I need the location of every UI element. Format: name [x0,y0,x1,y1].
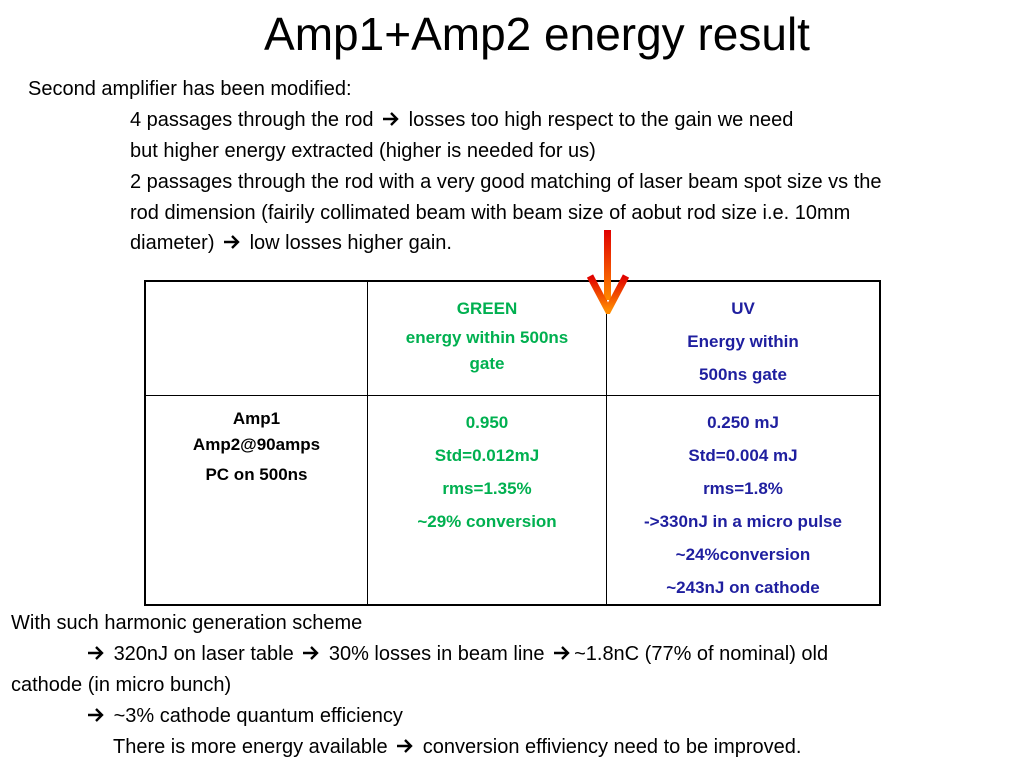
outro-line-5: There is more energy available conversio… [113,732,801,763]
intro-line-2: 4 passages through the rod losses too hi… [130,105,793,136]
outro-line-2-b: 30% losses in beam line [328,643,545,665]
outro-line-1: With such harmonic generation scheme [11,612,363,634]
row-label-cell: Amp1 Amp2@90amps PC on 500ns [144,395,368,606]
outro-line-4-text: ~3% cathode quantum efficiency [113,705,403,727]
outro-line-2-c: ~1.8nC (77% of nominal) old [574,643,829,665]
green-value-cell: 0.950 Std=0.012mJ rms=1.35% ~29% convers… [367,395,607,606]
uv-header-cell: UV Energy within 500ns gate [606,280,881,396]
uv-header-line: 500ns gate [699,365,787,384]
row-label-line: Amp1 [232,409,281,428]
table-header-row: GREEN energy within 500ns gate UV Energy… [144,280,881,396]
right-arrow-icon [88,646,104,660]
intro-line-6-b: low losses higher gain. [249,232,452,254]
intro-line-6-a: diameter) [130,232,215,254]
row-label-line: Amp2@90amps [192,435,321,454]
green-header-cell: GREEN energy within 500ns gate [367,280,607,396]
results-table: GREEN energy within 500ns gate UV Energy… [144,280,881,606]
intro-line-6: diameter) low losses higher gain. [130,228,452,259]
right-arrow-icon [88,708,104,722]
green-value-line: 0.950 [465,413,509,432]
green-header-line: energy within 500ns [405,328,569,347]
right-arrow-icon [303,646,319,660]
right-arrow-icon [383,112,399,126]
uv-value-cell: 0.250 mJ Std=0.004 mJ rms=1.8% ->330nJ i… [606,395,881,606]
uv-value-line: 0.250 mJ [707,413,779,432]
green-value-line: rms=1.35% [442,479,532,498]
intro-line-2-a: 4 passages through the rod [130,109,374,131]
intro-line-4: 2 passages through the rod with a very g… [130,171,882,193]
green-header-line: gate [469,354,505,373]
uv-header-line: Energy within [687,332,799,351]
outro-line-3: cathode (in micro bunch) [11,674,232,696]
intro-line-1: Second amplifier has been modified: [28,78,352,100]
uv-value-line: Std=0.004 mJ [688,446,798,465]
right-arrow-icon [224,235,240,249]
uv-value-line: ~243nJ on cathode [666,578,820,597]
intro-line-3: but higher energy extracted (higher is n… [130,140,596,162]
outro-line-5-b: conversion effiviency need to be improve… [422,736,802,758]
row-label-line: PC on 500ns [205,465,308,484]
right-arrow-icon [397,739,413,753]
right-arrow-icon [554,646,570,660]
uv-header-title: UV [731,299,755,318]
table-corner-cell [144,280,368,396]
down-arrow-icon [586,230,630,314]
intro-line-2-b: losses too high respect to the gain we n… [408,109,794,131]
green-value-line: Std=0.012mJ [434,446,540,465]
uv-value-line: ~24%conversion [675,545,811,564]
outro-line-4: ~3% cathode quantum efficiency [84,701,403,732]
green-header-title: GREEN [456,299,518,318]
outro-line-2: 320nJ on laser table 30% losses in beam … [84,639,828,670]
outro-line-2-a: 320nJ on laser table [113,643,294,665]
uv-value-line: rms=1.8% [703,479,783,498]
uv-value-line: ->330nJ in a micro pulse [644,512,842,531]
page-title: Amp1+Amp2 energy result [264,8,810,60]
intro-line-5: rod dimension (fairily collimated beam w… [130,202,851,224]
table-row: Amp1 Amp2@90amps PC on 500ns 0.950 Std=0… [144,395,881,606]
outro-line-5-a: There is more energy available [113,736,388,758]
green-value-line: ~29% conversion [417,512,557,531]
